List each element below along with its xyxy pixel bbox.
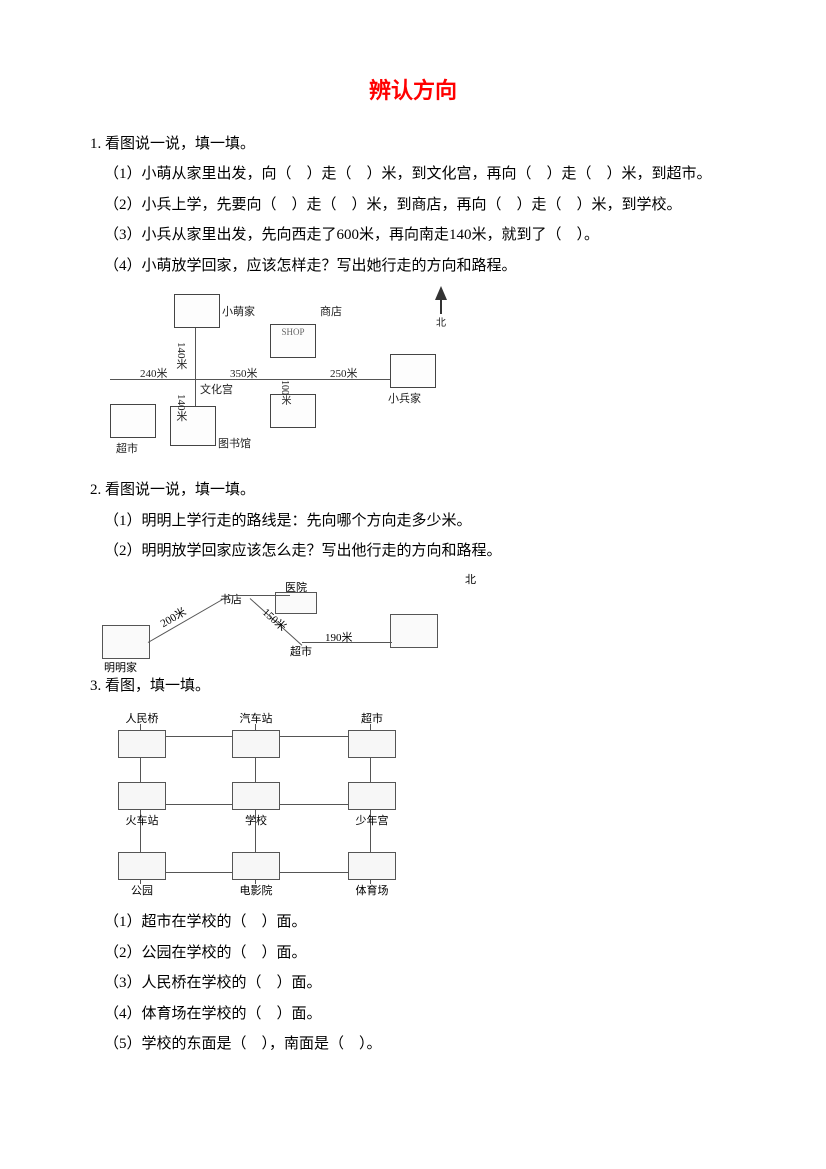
q3-line1: （1）超市在学校的（ ）面。 xyxy=(90,908,736,937)
q1-map: 北 小萌家 SHOP 商店 小兵家 超市 图书馆 文化宫 240米 350米 2… xyxy=(100,284,450,474)
q2-line1: （1）明明上学行走的路线是：先向哪个方向走多少米。 xyxy=(90,507,736,536)
dist-190: 190米 xyxy=(325,628,353,649)
lbl-sw: 公园 xyxy=(114,881,170,902)
q3-header: 3. 看图，填一填。 xyxy=(90,672,736,701)
lbl-s: 电影院 xyxy=(228,881,284,902)
worksheet-page: 辨认方向 1. 看图说一说，填一填。 （1）小萌从家里出发，向（ ）走（ ）米，… xyxy=(0,0,826,1169)
lbl-se: 体育场 xyxy=(344,881,400,902)
q2-header: 2. 看图说一说，填一填。 xyxy=(90,476,736,505)
lbl-nw: 人民桥 xyxy=(114,709,170,730)
cell-nw: 人民桥 xyxy=(114,708,170,744)
q3-line4: （4）体育场在学校的（ ）面。 xyxy=(90,1000,736,1029)
q3-line2: （2）公园在学校的（ ）面。 xyxy=(90,939,736,968)
xiaobing-label: 小兵家 xyxy=(388,389,421,410)
lbl-c: 学校 xyxy=(228,811,284,832)
q1-line1: （1）小萌从家里出发，向（ ）走（ ）米，到文化宫，再向（ ）走（ ）米，到超市… xyxy=(90,160,736,189)
q3-line3: （3）人民桥在学校的（ ）面。 xyxy=(90,969,736,998)
lbl-n: 汽车站 xyxy=(228,709,284,730)
mingming-label: 明明家 xyxy=(104,658,137,679)
lbl-e: 少年宫 xyxy=(344,811,400,832)
cell-sw: 公园 xyxy=(114,852,170,888)
cell-w: 火车站 xyxy=(114,782,170,818)
wenhuagong-label: 文化宫 xyxy=(200,380,233,401)
mingming-icon xyxy=(102,625,150,659)
q2-map: 北 明明家 书店 医院 超市 200米 150米 190米 xyxy=(100,570,480,670)
cell-ne: 超市 xyxy=(344,708,400,744)
tushuguan-label: 图书馆 xyxy=(218,434,251,455)
shangdian-label: 商店 xyxy=(320,302,342,323)
lbl-w: 火车站 xyxy=(114,811,170,832)
dist-100: 100米 xyxy=(275,380,294,405)
chaoshi-icon xyxy=(110,404,156,438)
dist-140b: 140米 xyxy=(170,394,191,422)
path-1b xyxy=(230,595,290,596)
q1-header: 1. 看图说一说，填一填。 xyxy=(90,130,736,159)
q3-line5: （5）学校的东面是（ ），南面是（ ）。 xyxy=(90,1030,736,1059)
dist-240: 240米 xyxy=(140,364,168,385)
lbl-ne: 超市 xyxy=(344,709,400,730)
dist-350: 350米 xyxy=(230,364,258,385)
q1-line3: （3）小兵从家里出发，先向西走了600米，再向南走140米，就到了（ ）。 xyxy=(90,221,736,250)
page-title: 辨认方向 xyxy=(90,70,736,112)
cell-s: 电影院 xyxy=(228,852,284,888)
north-label: 北 xyxy=(434,314,448,333)
xiaomeng-home-icon xyxy=(174,294,220,328)
q3-map: 人民桥 汽车站 超市 火车站 学校 少年宫 公园 电影院 体育场 xyxy=(100,704,420,904)
shangdian-icon: SHOP xyxy=(270,324,316,358)
xiaomeng-label: 小萌家 xyxy=(222,302,255,323)
shudian-label: 书店 xyxy=(220,590,242,611)
school-icon-2 xyxy=(390,614,438,648)
q1-line4: （4）小萌放学回家，应该怎样走？写出她行走的方向和路程。 xyxy=(90,252,736,281)
q2-north: 北 xyxy=(465,570,476,591)
chaoshi-label: 超市 xyxy=(116,439,138,460)
north-indicator: 北 xyxy=(434,286,448,316)
xiaobing-home-icon xyxy=(390,354,436,388)
cell-se: 体育场 xyxy=(344,852,400,888)
q2-line2: （2）明明放学回家应该怎么走？写出他行走的方向和路程。 xyxy=(90,537,736,566)
dist-200: 200米 xyxy=(157,602,191,634)
q1-line2: （2）小兵上学，先要向（ ）走（ ）米，到商店，再向（ ）走（ ）米，到学校。 xyxy=(90,191,736,220)
cell-e: 少年宫 xyxy=(344,782,400,818)
dist-250: 250米 xyxy=(330,364,358,385)
dist-140a: 140米 xyxy=(170,342,191,370)
cell-n: 汽车站 xyxy=(228,708,284,744)
cell-c: 学校 xyxy=(228,782,284,818)
